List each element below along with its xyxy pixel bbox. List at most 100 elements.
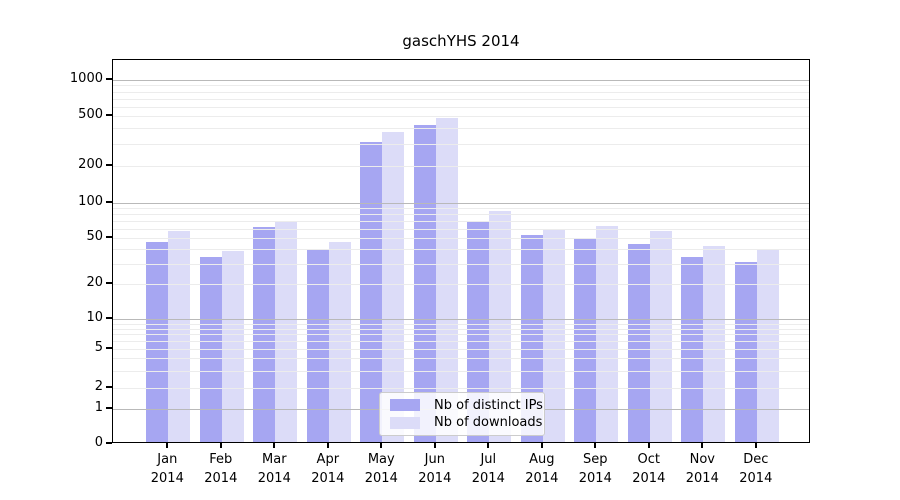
legend: Nb of distinct IPs Nb of downloads: [379, 392, 545, 436]
bar-downloads-jun: [435, 117, 458, 442]
x-tick-label-dec: Dec 2014: [739, 452, 773, 486]
gridline-5: [113, 349, 809, 350]
x-tick-label-nov: Nov 2014: [685, 452, 719, 486]
bar-downloads-jan: [168, 231, 191, 442]
gridline-40: [113, 249, 809, 251]
x-tick-label-oct: Oct 2014: [632, 452, 666, 486]
x-tick-mar: [273, 443, 276, 448]
x-tick-oct: [647, 443, 650, 448]
x-tick-apr: [326, 443, 329, 448]
gridline-9: [113, 323, 809, 325]
bar-distinct-ips-sep: [574, 239, 597, 442]
x-tick-jul: [487, 443, 490, 448]
y-tick-label-20: 20: [86, 275, 103, 290]
gridline-30: [113, 263, 809, 265]
y-tick-500: [106, 114, 112, 116]
x-tick-label-may: May 2014: [364, 452, 398, 486]
bar-downloads-nov: [703, 245, 726, 442]
x-tick-dec: [754, 443, 757, 448]
bar-distinct-ips-jun: [413, 124, 436, 442]
x-tick-label-jun: Jun 2014: [418, 452, 452, 486]
legend-label-downloads: Nb of downloads: [434, 415, 543, 431]
y-tick-1: [106, 407, 112, 409]
bar-distinct-ips-jul: [467, 221, 490, 442]
bar-distinct-ips-aug: [520, 235, 543, 442]
y-tick-10: [106, 317, 112, 319]
gridline-200: [113, 166, 809, 167]
gridline-500: [113, 116, 809, 117]
x-tick-label-apr: Apr 2014: [311, 452, 345, 486]
x-tick-label-mar: Mar 2014: [257, 452, 291, 486]
y-tick-label-50: 50: [86, 229, 103, 244]
x-tick-sep: [594, 443, 597, 448]
x-tick-label-feb: Feb 2014: [204, 452, 238, 486]
y-tick-2: [106, 386, 112, 388]
x-tick-jun: [433, 443, 436, 448]
y-tick-label-2: 2: [94, 379, 103, 394]
y-tick-label-10: 10: [86, 310, 103, 325]
y-tick-50: [106, 236, 112, 238]
bar-downloads-may: [382, 131, 405, 442]
gridline-400: [113, 128, 809, 130]
gridline-10: [113, 319, 809, 320]
bar-downloads-oct: [649, 231, 672, 442]
gridline-7: [113, 334, 809, 336]
x-tick-jan: [166, 443, 169, 448]
y-tick-label-5: 5: [94, 340, 103, 355]
gridline-60: [113, 228, 809, 230]
bar-distinct-ips-oct: [627, 243, 650, 442]
bar-distinct-ips-jan: [146, 242, 169, 442]
bar-distinct-ips-may: [360, 141, 383, 442]
y-tick-label-100: 100: [78, 194, 103, 209]
y-tick-label-1: 1: [94, 400, 103, 415]
x-tick-label-jul: Jul 2014: [471, 452, 505, 486]
gridline-2: [113, 388, 809, 389]
y-tick-100: [106, 201, 112, 203]
y-tick-0: [106, 442, 112, 444]
bar-downloads-sep: [596, 225, 619, 442]
y-tick-label-500: 500: [78, 107, 103, 122]
gridline-600: [113, 106, 809, 108]
bar-distinct-ips-apr: [306, 249, 329, 442]
y-tick-200: [106, 164, 112, 166]
legend-swatch-distinct-ips: [390, 399, 420, 412]
legend-item-distinct-ips: Nb of distinct IPs: [390, 398, 543, 413]
bar-downloads-apr: [328, 242, 351, 442]
gridline-4: [113, 358, 809, 360]
gridline-90: [113, 208, 809, 210]
legend-swatch-downloads: [390, 416, 420, 429]
legend-item-downloads: Nb of downloads: [390, 415, 542, 430]
gridline-700: [113, 98, 809, 100]
gridline-900: [113, 85, 809, 87]
gridline-8: [113, 328, 809, 330]
bar-downloads-dec: [756, 249, 779, 442]
gridline-20: [113, 284, 809, 285]
y-tick-5: [106, 347, 112, 349]
gridline-3: [113, 370, 809, 372]
y-tick-20: [106, 282, 112, 284]
bar-downloads-jul: [489, 211, 512, 442]
bar-downloads-feb: [221, 251, 244, 442]
x-tick-label-aug: Aug 2014: [525, 452, 559, 486]
x-tick-aug: [540, 443, 543, 448]
x-tick-nov: [701, 443, 704, 448]
y-tick-label-1000: 1000: [69, 71, 103, 86]
x-tick-label-sep: Sep 2014: [578, 452, 612, 486]
gridline-70: [113, 221, 809, 222]
gridline-80: [113, 214, 809, 216]
legend-label-distinct-ips: Nb of distinct IPs: [434, 397, 543, 413]
gridline-100: [113, 203, 809, 204]
gridline-6: [113, 341, 809, 343]
chart-title: gaschYHS 2014: [402, 32, 520, 50]
bar-distinct-ips-dec: [734, 261, 757, 442]
x-tick-label-jan: Jan 2014: [150, 452, 184, 486]
plot-area: [112, 59, 810, 443]
y-tick-label-0: 0: [94, 435, 103, 450]
gridline-800: [113, 91, 809, 93]
gridline-1000: [113, 80, 809, 81]
gridline-50: [113, 238, 809, 239]
bar-downloads-mar: [275, 221, 298, 442]
x-tick-may: [380, 443, 383, 448]
y-tick-label-200: 200: [78, 157, 103, 172]
